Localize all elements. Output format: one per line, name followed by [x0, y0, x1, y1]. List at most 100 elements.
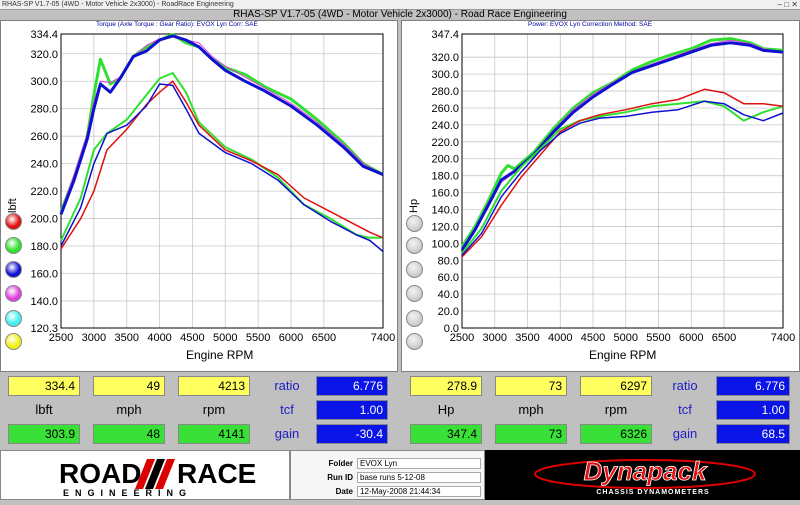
rr-stripe-red: [135, 459, 155, 489]
date-field: 12-May-2008 21:44:34: [357, 486, 481, 497]
power-y-tick-label: 347.4: [431, 29, 459, 41]
mph-label: mph: [518, 402, 544, 417]
torque-x-tick-label: 6000: [279, 332, 303, 344]
power-y-tick-label: 260.0: [431, 103, 459, 115]
torque-x-tick-label: 4000: [147, 332, 171, 344]
power-chart: 347.4 320.0 300.0 280.0 260.0 240.0 220.0 200.0…: [431, 29, 795, 344]
grey-run-button-4[interactable]: [406, 285, 423, 302]
torque-y-axis-label: lbft: [7, 198, 19, 213]
folder-field[interactable]: EVOX Lyn: [357, 458, 481, 469]
power-y-tick-label: 220.0: [431, 137, 459, 149]
ratio-label: ratio: [274, 378, 300, 393]
torque-plot-border: [60, 33, 384, 329]
road-race-logo: ROAD RACE ENGINEERING: [0, 450, 290, 500]
power-x-tick-label: 5500: [646, 332, 670, 344]
power-chart-subtitle: Power: EVOX Lyn Correction Method: SAE: [528, 21, 653, 28]
power-y-tick-label: 80.0: [438, 255, 459, 267]
power-y-tick-label: 20.0: [438, 306, 459, 318]
tcf-value: 1.00: [316, 400, 388, 420]
tcf-label: tcf: [280, 402, 294, 417]
grey-run-button-3[interactable]: [406, 261, 423, 278]
torque-x-tick-label: 5500: [246, 332, 270, 344]
window-title: RHAS-SP V1.7-05 (4WD - Motor Vehicle 2x3…: [2, 1, 234, 8]
power-x-tick-label: 3000: [483, 332, 507, 344]
window-titlebar: RHAS-SP V1.7-05 (4WD - Motor Vehicle 2x3…: [0, 0, 800, 10]
torque-series-line-3: [60, 72, 383, 241]
power-x-tick-label: 4000: [548, 332, 572, 344]
power-y-tick-label: 180.0: [431, 171, 459, 183]
rr-stripe-red2: [155, 459, 175, 489]
grey-run-button-6[interactable]: [406, 333, 423, 350]
power-y-tick-label: 140.0: [431, 205, 459, 217]
red-run-dot[interactable]: [5, 213, 22, 230]
gain-value: 68.5: [716, 424, 790, 444]
torque-chart-subtitle: Torque (Axle Torque : Gear Ratio): EVOX …: [96, 21, 258, 28]
torque-y-tick-label: 160.0: [30, 268, 58, 280]
folder-label: Folder: [328, 459, 353, 468]
power-y-tick-label: 120.0: [431, 221, 459, 233]
blue-run-dot[interactable]: [5, 261, 22, 278]
power-y-tick-label: 280.0: [431, 86, 459, 98]
torque-x-tick-label: 7400: [371, 332, 395, 344]
close-icon[interactable]: ✕: [791, 0, 798, 9]
green-run-dot[interactable]: [5, 237, 22, 254]
rr-logo-word1: ROAD: [59, 458, 141, 489]
tcf-value: 1.00: [716, 400, 790, 420]
power-x-tick-label: 2500: [450, 332, 474, 344]
run-info: Folder EVOX Lyn Run ID base runs 5-12-08…: [290, 450, 485, 500]
power-peak-value: 278.9: [410, 376, 482, 396]
footer: ROAD RACE ENGINEERING Folder EVOX Lyn Ru…: [0, 450, 800, 500]
maximize-icon[interactable]: □: [784, 0, 790, 9]
torque-x-tick-label: 4500: [180, 332, 204, 344]
grey-run-button-2[interactable]: [406, 237, 423, 254]
torque-y-tick-label: 220.0: [30, 186, 58, 198]
rpm-label: rpm: [604, 402, 628, 417]
rr-logo-sub: ENGINEERING: [63, 488, 192, 498]
torque-chart: 334.4 320.0 300.0 280.0 260.0 240.0 220.0 200.0…: [30, 29, 395, 344]
grey-run-button-5[interactable]: [406, 310, 423, 327]
power-plot-border: [461, 33, 784, 329]
power-x-axis-label: Engine RPM: [589, 348, 657, 362]
torque-chart-panel: Torque (Axle Torque : Gear Ratio): EVOX …: [0, 20, 398, 372]
power-x-tick-label: 4500: [581, 332, 605, 344]
torque-y-tick-label: 120.3: [30, 323, 58, 335]
power-chart-panel: Power: EVOX Lyn Correction Method: SAE 3…: [401, 20, 800, 372]
torque-x-tick-label: 2500: [49, 332, 73, 344]
power-series-line-0: [460, 37, 784, 248]
torque-compare-mph: 48: [93, 424, 165, 444]
grey-run-button-1[interactable]: [406, 215, 423, 232]
magenta-run-dot[interactable]: [5, 285, 22, 302]
window-controls[interactable]: – □ ✕: [778, 0, 798, 10]
power-y-tick-label: 40.0: [438, 289, 459, 301]
power-x-tick-label: 6500: [712, 332, 736, 344]
power-x-tick-label: 5000: [614, 332, 638, 344]
torque-y-tick-label: 320.0: [30, 49, 58, 61]
cyan-run-dot[interactable]: [5, 310, 22, 327]
runid-label: Run ID: [327, 473, 353, 482]
torque-peak-rpm: 4213: [178, 376, 250, 396]
tcf-label: tcf: [678, 402, 692, 417]
power-y-axis-label: Hp: [408, 198, 420, 213]
torque-y-tick-label: 300.0: [30, 76, 58, 88]
torque-x-tick-label: 3000: [82, 332, 106, 344]
torque-series-line-4: [60, 80, 384, 250]
torque-peak-mph: 49: [93, 376, 165, 396]
power-x-tick-label: 7400: [771, 332, 795, 344]
app-title: RHAS-SP V1.7-05 (4WD - Motor Vehicle 2x3…: [233, 9, 567, 20]
runid-field[interactable]: base runs 5-12-08: [357, 472, 481, 483]
torque-y-tick-label: 140.0: [30, 296, 58, 308]
torque-peak-value: 334.4: [8, 376, 80, 396]
torque-y-tick-label: 180.0: [30, 241, 58, 253]
rpm-label: rpm: [202, 402, 226, 417]
power-y-tick-label: 0.0: [444, 323, 459, 335]
gain-label: gain: [274, 426, 300, 441]
ratio-value: 6.776: [316, 376, 388, 396]
torque-series-line-5: [60, 83, 384, 253]
power-series-line-5: [461, 100, 784, 256]
dp-logo-word: Dynapack: [584, 456, 708, 486]
power-x-tick-label: 6000: [679, 332, 703, 344]
yellow-run-dot[interactable]: [5, 333, 22, 350]
power-y-tick-label: 240.0: [431, 120, 459, 132]
dynapack-logo-graphic: Dynapack CHASSIS DYNAMOMETERS: [534, 456, 756, 496]
minimize-icon[interactable]: –: [777, 0, 782, 9]
